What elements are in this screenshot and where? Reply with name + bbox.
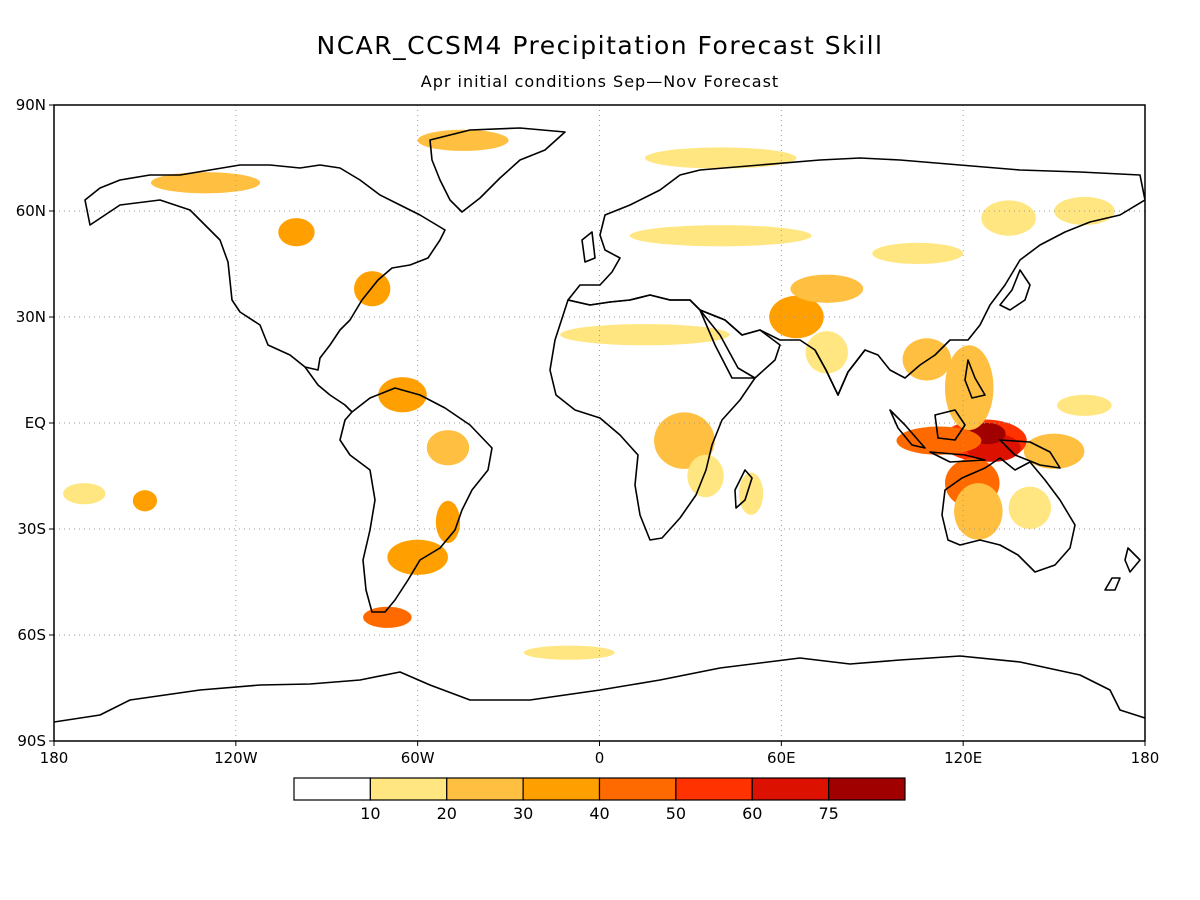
skill-region-12 (769, 295, 824, 339)
lon-tick-label: 0 (595, 749, 605, 767)
colorbar-label: 75 (818, 804, 838, 823)
coastline-british-isles (581, 231, 596, 263)
colorbar-swatch (446, 777, 524, 801)
colorbar-swatch (598, 777, 677, 801)
skill-region-18 (560, 324, 730, 346)
skill-region-17 (981, 200, 1036, 236)
colorbar-swatch (828, 777, 906, 801)
colorbar-label: 40 (589, 804, 609, 823)
coastline-antarctica (54, 655, 1145, 723)
skill-region-32 (63, 483, 106, 505)
skill-region-15 (629, 225, 812, 247)
coastline-australia (941, 457, 1076, 573)
lat-tick-label: EQ (25, 414, 46, 432)
coastline-eurasia (567, 157, 1145, 396)
coastline-new-guinea (999, 439, 1061, 469)
colorbar-swatch (369, 777, 448, 801)
coastline-south-america (339, 387, 493, 613)
lon-tick-label: 60E (767, 749, 796, 767)
colorbar-label: 20 (437, 804, 457, 823)
skill-region-35 (738, 472, 764, 515)
skill-region-28 (387, 539, 448, 575)
skill-region-22 (417, 129, 509, 151)
lat-tick-label: 90N (16, 96, 46, 114)
skill-region-16 (872, 242, 964, 264)
colorbar-label: 60 (742, 804, 762, 823)
coastline-philippines (964, 359, 986, 399)
lat-tick-label: 30N (16, 308, 46, 326)
colorbar-label: 30 (513, 804, 533, 823)
lon-tick-label: 120E (944, 749, 982, 767)
colorbar-swatch (675, 777, 753, 801)
coastline-north-america (84, 164, 446, 371)
coastline-arabia (699, 309, 781, 379)
skill-region-21 (644, 147, 797, 169)
skill-shading-layer (63, 129, 1115, 660)
coastline-madagascar (734, 469, 753, 509)
coastlines (54, 127, 1145, 723)
map-subtitle: Apr initial conditions Sep—Nov Forecast (421, 72, 779, 91)
skill-region-10 (1008, 486, 1052, 529)
skill-region-34 (523, 645, 615, 660)
coastline-japan (999, 269, 1031, 311)
lon-tick-label: 180 (40, 749, 69, 767)
lat-tick-label: 30S (17, 520, 46, 538)
lon-tick-label: 180 (1131, 749, 1160, 767)
lon-tick-label: 120W (214, 749, 258, 767)
lat-tick-label: 90S (17, 732, 46, 750)
skill-region-25 (354, 271, 391, 307)
skill-region-23 (150, 172, 261, 194)
graticule (54, 105, 1145, 741)
coastline-new-zealand (1104, 547, 1141, 591)
skill-region-27 (426, 430, 470, 466)
skill-region-13 (790, 274, 864, 303)
coastline-greenland (429, 127, 566, 213)
colorbar-label: 50 (666, 804, 686, 823)
lon-tick-label: 60W (401, 749, 435, 767)
skill-region-11 (1057, 394, 1112, 416)
colorbar-swatch (751, 777, 830, 801)
map-title: NCAR_CCSM4 Precipitation Forecast Skill (317, 31, 884, 60)
coastline-sumatra (889, 409, 926, 449)
skill-region-24 (278, 218, 315, 247)
coastline-central-america (304, 366, 353, 413)
skill-region-20 (687, 454, 724, 498)
coastline-borneo (934, 409, 966, 441)
coastline-india (814, 349, 866, 396)
skill-region-9 (1023, 433, 1085, 469)
skill-region-7 (944, 345, 994, 431)
colorbar: 10 20 30 40 50 60 75 (293, 777, 906, 823)
coastline-africa (549, 294, 756, 541)
skill-region-26 (378, 377, 427, 413)
colorbar-swatch (293, 777, 371, 801)
skill-region-19 (654, 412, 715, 469)
skill-region-14 (805, 331, 849, 374)
map-area (54, 105, 1145, 741)
colorbar-label: 10 (360, 804, 380, 823)
skill-region-29 (435, 500, 461, 544)
lat-tick-label: 60S (17, 626, 46, 644)
skill-region-6 (954, 483, 1003, 540)
lat-tick-label: 60N (16, 202, 46, 220)
colorbar-swatch (522, 777, 601, 801)
coastline-java (929, 451, 986, 463)
skill-region-31 (132, 490, 158, 512)
